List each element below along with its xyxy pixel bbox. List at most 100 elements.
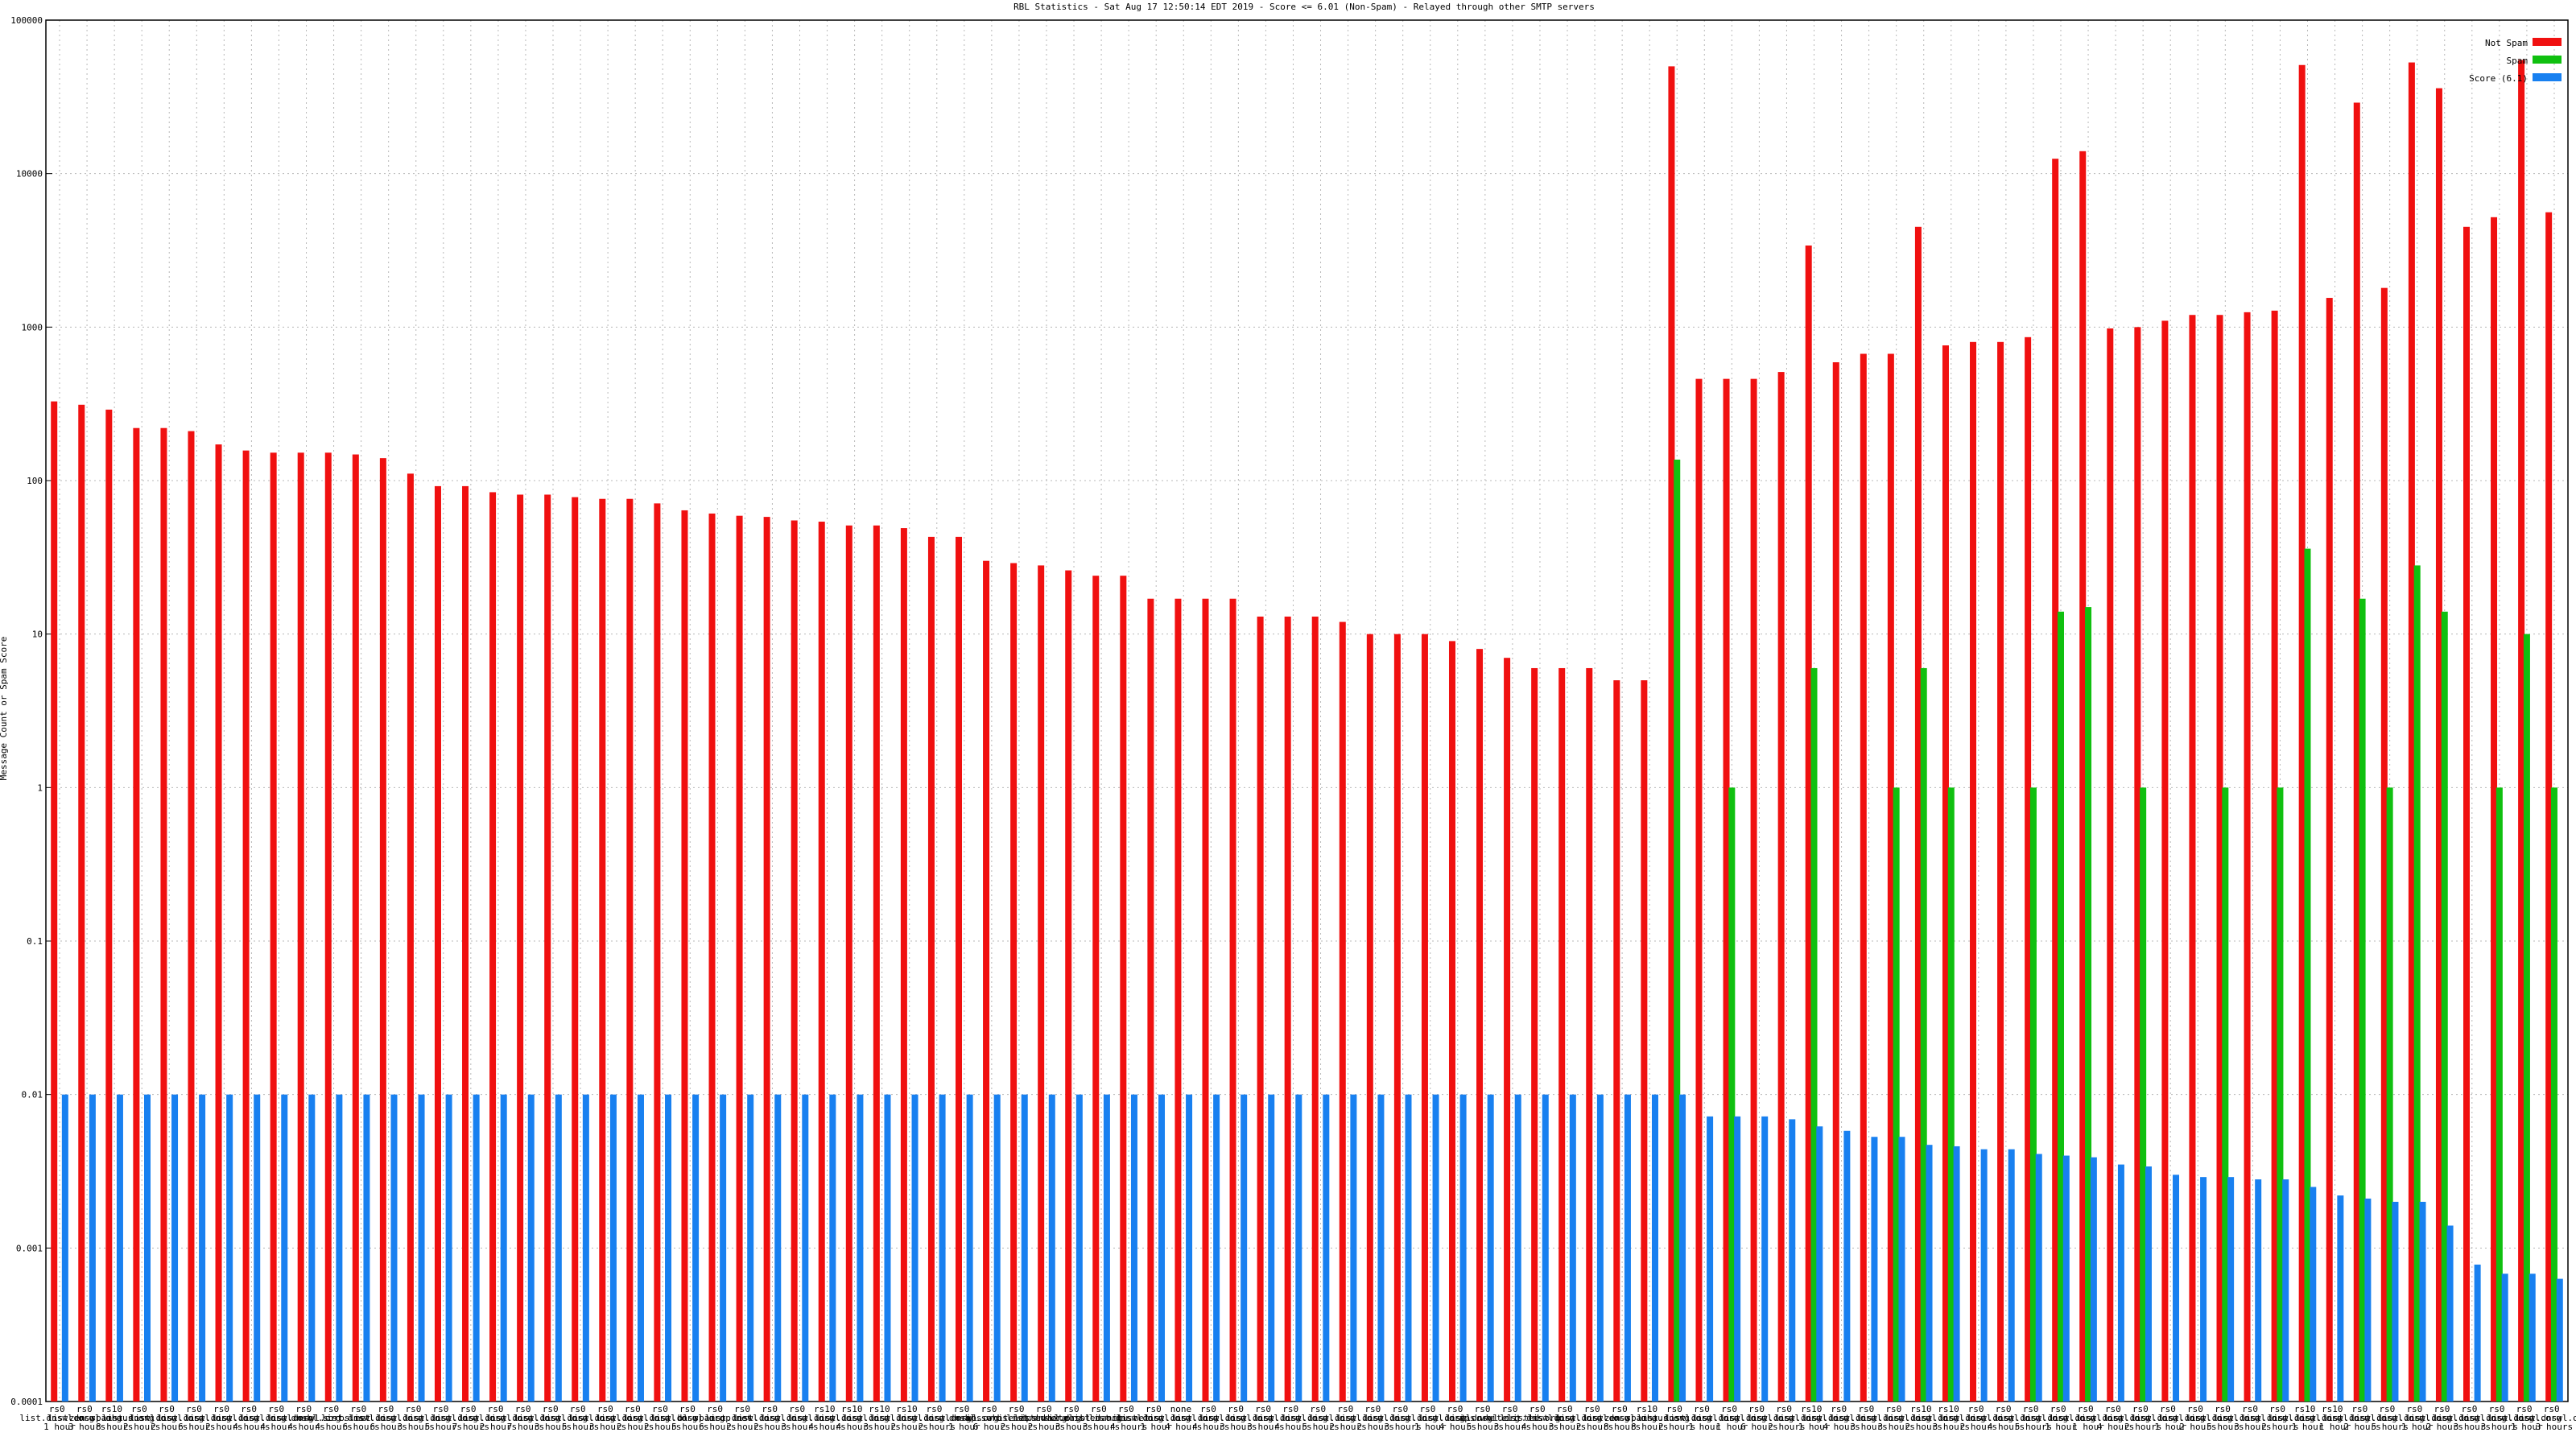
bar (1377, 1094, 1385, 1402)
bar (774, 1094, 782, 1402)
x-tick-label: rs0 list.dnswl.org 7 hours (431, 1404, 510, 1432)
bar (1750, 378, 1757, 1402)
x-tick-label: rs0 list.dnswl.org 3 hours (760, 1404, 840, 1432)
bar (2079, 151, 2087, 1402)
x-tick-label: rs0 list.dnswl.org 3 hours (2459, 1404, 2539, 1432)
bar (900, 528, 907, 1402)
bar (2057, 611, 2064, 1402)
bar (2271, 310, 2278, 1402)
x-tick-label: rs0 list.dnswl.org 2 hours (1554, 1404, 1634, 1432)
x-tick-label: rs0 list.dnswl.org 3 hours (1226, 1404, 1306, 1432)
bar (2413, 565, 2421, 1402)
bar (489, 492, 497, 1402)
bar (1558, 667, 1566, 1402)
x-tick-label: rs0 list.dnswl.org 1 hour (2021, 1404, 2100, 1432)
x-tick-label: rs0 list.dnswl.org 3 hours (2213, 1404, 2293, 1432)
x-tick-label: rs0 list.dnswl.org 3 hours (2514, 1404, 2576, 1432)
bar (1202, 598, 1209, 1402)
x-tick-label: rs0 list.dnswl.org 2 hours (595, 1404, 675, 1432)
bar (2025, 336, 2032, 1402)
bar (473, 1094, 480, 1402)
bar (78, 404, 85, 1402)
bar (1147, 598, 1154, 1402)
bar (1350, 1094, 1357, 1402)
bar (1586, 667, 1593, 1402)
bar (572, 497, 579, 1402)
x-tick-label: rs0 list.dnswl.org 1 hour (2131, 1404, 2211, 1432)
x-tick-label: rs0 list.dnswl.org 6 hours (157, 1404, 237, 1432)
bar (1641, 680, 1648, 1402)
bar (1241, 1094, 1248, 1402)
bar (1542, 1094, 1549, 1402)
bar (1679, 1094, 1686, 1402)
bar (1448, 641, 1455, 1402)
bar (1268, 1094, 1275, 1402)
x-tick-label: rs0 list.dnswl.org 2 hours (184, 1404, 264, 1432)
x-tick-label: rs0 list.dnswl.org 6 hours (321, 1404, 401, 1432)
bar (1980, 1149, 1988, 1402)
bar (2090, 1157, 2097, 1402)
bar (144, 1094, 151, 1402)
bar (1213, 1094, 1220, 1402)
bar (1130, 1094, 1137, 1402)
x-tick-label: rs0 list.dnswl.org 4 hours (1500, 1404, 1579, 1432)
bar (1366, 634, 1373, 1402)
bar (1038, 565, 1045, 1402)
bar (1311, 616, 1319, 1402)
bar (791, 520, 798, 1402)
x-tick-label: rs0 list.dnswl.org 8 hours (1582, 1404, 1662, 1432)
bar (1920, 667, 1927, 1402)
bar (418, 1094, 425, 1402)
x-tick-label: rs0 list.dnswl.org 1 hour (1390, 1404, 1470, 1432)
bar (1860, 353, 1867, 1402)
x-tick-label: rs0 list.dnswl.org 5 hours (1993, 1404, 2073, 1432)
bar (692, 1094, 700, 1402)
bar (845, 525, 852, 1402)
bar (2462, 226, 2470, 1402)
x-tick-label: rs0 list.dnswl.org 2 hours (1747, 1404, 1827, 1432)
bar (2326, 298, 2333, 1402)
bar (1459, 1094, 1467, 1402)
bar (407, 473, 414, 1402)
bar (2107, 328, 2114, 1402)
x-tick-label: rs0 ips.whitelisted.org 2 hours (966, 1404, 1072, 1432)
x-tick-label: rs0 list.dnswl.org 4 hours (266, 1404, 346, 1432)
bar (2117, 1164, 2124, 1402)
bar (637, 1094, 644, 1402)
bar (654, 503, 661, 1402)
bar (2518, 60, 2525, 1402)
bar (1613, 680, 1620, 1402)
bar (1871, 1137, 1878, 1402)
bar (720, 1094, 727, 1402)
x-tick-label: rs0 list.dnswl.org 6 hours (1719, 1404, 1799, 1432)
bar (171, 1094, 179, 1402)
bar (1761, 1116, 1769, 1402)
bar (1914, 226, 1922, 1402)
bar (1777, 372, 1785, 1402)
bar (1065, 570, 1072, 1402)
x-tick-label: rs10 list.dnswl.org 4 hours (787, 1404, 867, 1432)
bar (736, 515, 743, 1402)
bar (1723, 378, 1730, 1402)
x-tick-label: rs0 list.dnswl.org 2 hours (130, 1404, 209, 1432)
bar (2380, 287, 2388, 1402)
bar (1832, 362, 1839, 1402)
bar (665, 1094, 672, 1402)
bar (2364, 1198, 2372, 1402)
x-tick-label: rs0 list.dnswl.org 1 hour (2048, 1404, 2128, 1432)
bar (681, 510, 688, 1402)
x-tick-label: rs0 list.dnswl.org 2 hours (1335, 1404, 1415, 1432)
y-axis-label: Message Count or Spam Score (0, 637, 9, 781)
bar (199, 1094, 206, 1402)
bar (116, 1094, 123, 1402)
bar (1103, 1094, 1110, 1402)
bar (1970, 341, 1977, 1402)
legend-swatch (2533, 56, 2562, 64)
bar (2161, 320, 2169, 1402)
x-tick-label: rs0 list.dnswl.org 2 hours (623, 1404, 703, 1432)
bar (1953, 1146, 1960, 1402)
x-tick-label: rs0 list.dnswl.org 4 hours (2075, 1404, 2155, 1432)
x-tick-label: rs0 list.dnswl.org 2 hours (2405, 1404, 2484, 1432)
bar (500, 1094, 507, 1402)
bar (379, 458, 386, 1402)
